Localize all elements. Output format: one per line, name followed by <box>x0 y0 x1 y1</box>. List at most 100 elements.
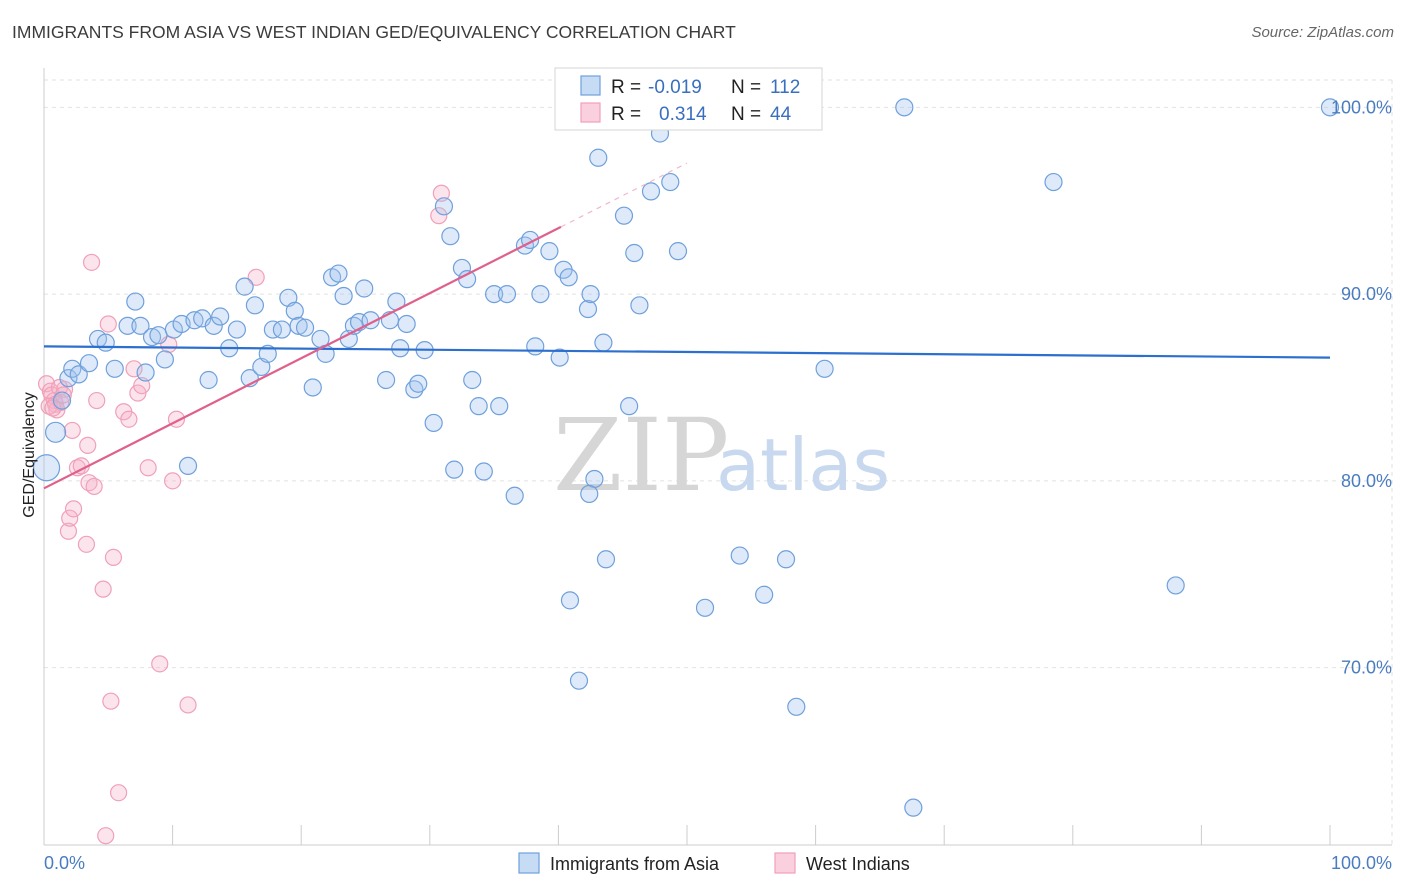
legend-swatch-asia <box>580 75 601 96</box>
asia-point <box>581 284 600 304</box>
west-indians-point <box>120 410 138 428</box>
x-tick-labels: 0.0% 100.0% <box>44 853 1392 873</box>
asia-point <box>155 350 174 369</box>
asia-point <box>589 148 608 167</box>
asia-point <box>245 296 265 315</box>
asia-point <box>204 316 223 335</box>
west-indians-point <box>64 500 83 518</box>
asia-point <box>904 798 923 817</box>
west-indians-trend-line <box>43 225 562 490</box>
asia-point <box>445 460 464 479</box>
bottom-legend: Immigrants from Asia West Indians <box>518 852 910 874</box>
axes <box>43 68 1392 846</box>
asia-point <box>787 697 806 716</box>
west-indians-point <box>97 827 115 845</box>
asia-point <box>485 284 504 304</box>
asia-point <box>32 454 61 482</box>
asia-point <box>469 397 488 416</box>
asia-point <box>668 242 688 261</box>
west-indians-point <box>151 655 169 673</box>
legend-r-label-west: R = <box>611 104 641 125</box>
asia-point <box>329 264 348 283</box>
y-tick-label: 70.0% <box>1341 658 1392 678</box>
asia-trend-line <box>43 345 1331 359</box>
asia-point <box>531 284 550 304</box>
asia-point <box>596 550 616 569</box>
asia-point <box>578 299 598 319</box>
asia-point <box>211 307 230 326</box>
x-tick-label: 100.0% <box>1331 853 1392 873</box>
asia-point <box>44 421 67 443</box>
legend-n-label-asia: N = <box>731 77 761 98</box>
asia-point <box>235 277 254 296</box>
asia-point <box>594 333 613 352</box>
asia-point <box>526 337 545 356</box>
y-tick-label: 80.0% <box>1341 471 1392 491</box>
west-indians-point <box>99 315 117 333</box>
asia-point <box>614 206 634 225</box>
west-indians-trend-extension <box>560 162 688 228</box>
asia-point <box>96 333 115 352</box>
asia-point <box>441 227 460 246</box>
asia-point <box>559 268 578 287</box>
asia-point <box>79 354 99 373</box>
asia-point <box>776 550 796 569</box>
west-indians-point <box>247 268 265 286</box>
asia-point <box>52 391 72 410</box>
asia-point <box>289 316 308 335</box>
asia-point <box>295 318 315 337</box>
west-indians-point <box>82 253 101 271</box>
asia-point <box>755 585 774 604</box>
y-axis-label: GED/Equivalency <box>21 392 38 517</box>
legend-n-value-west: 44 <box>770 104 792 125</box>
west-indians-point <box>139 459 157 477</box>
asia-point <box>463 370 482 390</box>
west-indians-point <box>77 535 96 553</box>
asia-point <box>474 462 493 481</box>
legend-r-label-asia: R = <box>611 77 641 98</box>
legend-n-value-asia: 112 <box>770 77 800 98</box>
west-indians-point <box>85 477 103 496</box>
west-indians-point <box>94 580 112 598</box>
asia-point <box>550 348 569 367</box>
asia-point <box>661 172 680 192</box>
asia-point <box>126 292 145 311</box>
y-tick-label: 90.0% <box>1341 284 1392 304</box>
west-indians-point <box>59 522 78 540</box>
west-indians-point <box>164 472 182 490</box>
asia-point <box>131 316 150 335</box>
asia-point <box>285 301 304 321</box>
asia-point <box>1166 576 1185 595</box>
bottom-legend-label-asia: Immigrants from Asia <box>550 854 720 874</box>
asia-point <box>1320 98 1340 117</box>
asia-point <box>397 314 416 334</box>
west-indians-point <box>79 436 97 454</box>
west-indians-point <box>61 509 79 527</box>
west-indians-point <box>109 784 128 802</box>
y-tick-label: 100.0% <box>1331 97 1392 117</box>
asia-point <box>434 197 454 216</box>
legend: R = -0.019 N = 112 R = 0.314 N = 44 <box>554 67 823 131</box>
asia-point <box>391 339 410 358</box>
asia-point <box>641 182 661 201</box>
asia-point <box>258 344 277 363</box>
asia-point <box>1044 172 1063 192</box>
asia-point <box>334 286 353 306</box>
asia-point <box>630 296 649 315</box>
asia-point <box>730 546 749 565</box>
asia-point <box>569 671 589 690</box>
legend-r-value-asia: -0.019 <box>648 77 702 98</box>
x-tick-label: 0.0% <box>44 853 85 873</box>
y-tick-labels: 70.0% 80.0% 90.0% 100.0% <box>1331 97 1392 677</box>
asia-point <box>227 320 246 339</box>
asia-point <box>149 326 168 345</box>
asia-point <box>199 370 218 390</box>
west-indians-point <box>104 548 123 567</box>
bottom-legend-label-west: West Indians <box>806 854 910 874</box>
source-label: Source: ZipAtlas.com <box>1251 24 1394 41</box>
legend-r-value-west: 0.314 <box>659 104 707 125</box>
asia-point <box>895 98 914 117</box>
asia-points <box>32 98 1340 817</box>
asia-point <box>580 484 599 504</box>
asia-point <box>105 359 124 378</box>
